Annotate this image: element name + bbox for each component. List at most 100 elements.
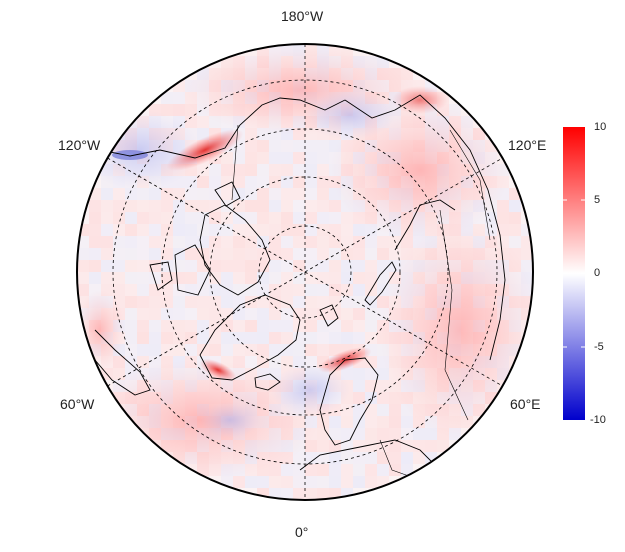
anomaly-cell <box>221 188 233 200</box>
anomaly-cell <box>305 488 317 500</box>
anomaly-cell <box>317 248 329 260</box>
anomaly-cell <box>293 260 305 272</box>
anomaly-cell <box>233 260 245 272</box>
anomaly-cell <box>341 212 353 224</box>
anomaly-cell <box>305 188 317 200</box>
anomaly-cell <box>269 224 281 236</box>
anomaly-cell <box>245 332 257 344</box>
anomaly-field <box>77 44 533 500</box>
anomaly-cell <box>413 440 425 452</box>
anomaly-cell <box>149 272 161 284</box>
anomaly-cell <box>221 224 233 236</box>
anomaly-cell <box>269 308 281 320</box>
anomaly-cell <box>365 428 377 440</box>
anomaly-cell <box>329 296 341 308</box>
lon-label-120w: 120°W <box>58 137 101 153</box>
anomaly-cell <box>305 200 317 212</box>
anomaly-cell <box>293 200 305 212</box>
anomaly-cell <box>365 332 377 344</box>
anomaly-cell <box>209 188 221 200</box>
anomaly-cell <box>269 356 281 368</box>
anomaly-cell <box>401 428 413 440</box>
anomaly-cell <box>257 272 269 284</box>
lon-label-180w: 180°W <box>281 8 324 24</box>
anomaly-cell <box>317 488 329 500</box>
anomaly-cell <box>245 176 257 188</box>
anomaly-cell <box>317 140 329 152</box>
anomaly-cell <box>149 344 161 356</box>
anomaly-cell <box>113 200 125 212</box>
anomaly-cell <box>353 368 365 380</box>
anomaly-cell <box>341 464 353 476</box>
anomaly-cell <box>221 152 233 164</box>
anomaly-cell <box>269 260 281 272</box>
anomaly-cell <box>77 224 89 236</box>
map-outline <box>76 43 534 501</box>
anomaly-cell <box>161 212 173 224</box>
anomaly-cell <box>245 260 257 272</box>
anomaly-cell <box>257 152 269 164</box>
anomaly-cell <box>281 164 293 176</box>
anomaly-cell <box>341 248 353 260</box>
anomaly-cell <box>365 416 377 428</box>
anomaly-cell <box>281 332 293 344</box>
anomaly-cell <box>353 260 365 272</box>
anomaly-cell <box>317 476 329 488</box>
anomaly-cell <box>149 200 161 212</box>
anomaly-cell <box>329 272 341 284</box>
anomaly-cell <box>281 212 293 224</box>
anomaly-cell <box>101 236 113 248</box>
anomaly-cell <box>161 320 173 332</box>
anomaly-cell <box>281 140 293 152</box>
anomaly-cell <box>293 344 305 356</box>
anomaly-cell <box>125 356 137 368</box>
anomaly-cell <box>125 320 137 332</box>
anomaly-cell <box>209 224 221 236</box>
anomaly-cell <box>305 476 317 488</box>
anomaly-cell <box>341 416 353 428</box>
anomaly-cell <box>149 212 161 224</box>
anomaly-cell <box>269 332 281 344</box>
anomaly-cell <box>137 236 149 248</box>
anomaly-cell <box>149 188 161 200</box>
anomaly-cell <box>281 320 293 332</box>
anomaly-cell <box>173 224 185 236</box>
anomaly-cell <box>341 404 353 416</box>
anomaly-cell <box>269 476 281 488</box>
anomaly-cell <box>341 260 353 272</box>
anomaly-cell <box>197 272 209 284</box>
anomaly-cell <box>317 308 329 320</box>
anomaly-cell <box>365 440 377 452</box>
anomaly-cell <box>305 164 317 176</box>
anomaly-cell <box>245 476 257 488</box>
anomaly-cell <box>113 236 125 248</box>
anomaly-cell <box>353 248 365 260</box>
anomaly-cell <box>125 224 137 236</box>
anomaly-cell <box>329 416 341 428</box>
anomaly-cell <box>305 248 317 260</box>
anomaly-cell <box>185 320 197 332</box>
anomaly-cell <box>353 332 365 344</box>
anomaly-cell <box>185 116 197 128</box>
anomaly-cell <box>377 464 389 476</box>
anomaly-cell <box>341 296 353 308</box>
anomaly-cell <box>113 212 125 224</box>
anomaly-cell <box>269 164 281 176</box>
anomaly-cell <box>209 260 221 272</box>
anomaly-cell <box>149 320 161 332</box>
anomaly-cell <box>377 248 389 260</box>
anomaly-cell <box>257 344 269 356</box>
anomaly-cell <box>209 176 221 188</box>
anomaly-cell <box>305 452 317 464</box>
anomaly-cell <box>221 344 233 356</box>
anomaly-cell <box>329 200 341 212</box>
anomaly-cell <box>233 344 245 356</box>
anomaly-cell <box>269 236 281 248</box>
anomaly-cell <box>509 212 521 224</box>
anomaly-cell <box>281 272 293 284</box>
anomaly-cell <box>497 224 509 236</box>
anomaly-cell <box>257 212 269 224</box>
anomaly-cell <box>101 200 113 212</box>
anomaly-cell <box>329 320 341 332</box>
anomaly-cell <box>89 224 101 236</box>
